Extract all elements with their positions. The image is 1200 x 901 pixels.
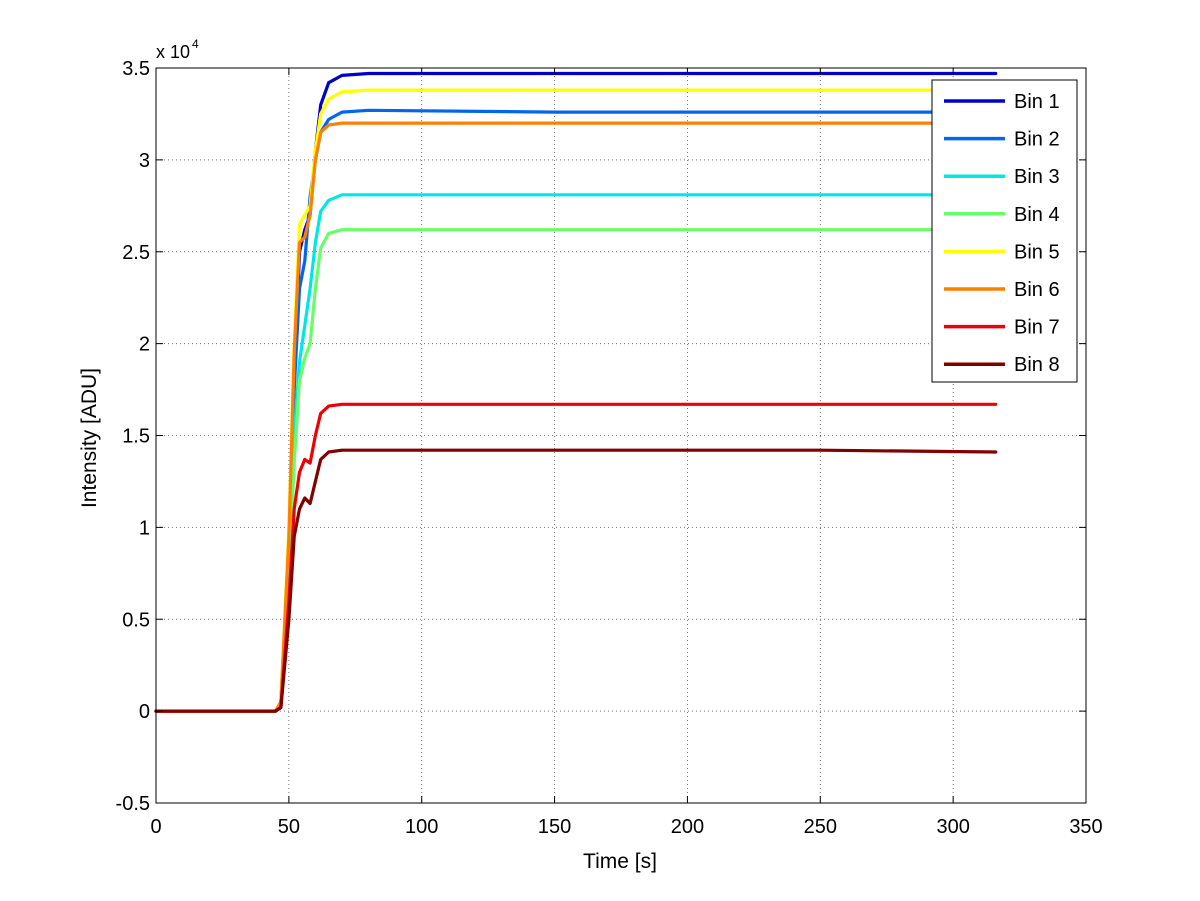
y-axis-multiplier: x 10 4 xyxy=(156,37,199,62)
y-tick-label: 1.5 xyxy=(122,426,150,448)
x-tick-label: 150 xyxy=(538,816,571,838)
grid xyxy=(156,68,1086,803)
x-tick-label: 350 xyxy=(1069,816,1102,838)
y-tick-label: 3 xyxy=(139,150,150,172)
y-axis-multiplier-exponent: 4 xyxy=(192,37,199,51)
x-tick-label: 300 xyxy=(936,816,969,838)
y-tick-label: 0 xyxy=(139,701,150,723)
x-tick-label: 0 xyxy=(150,816,161,838)
y-tick-label: 0.5 xyxy=(122,609,150,631)
legend-box xyxy=(931,79,1078,383)
legend-label-bin-4: Bin 4 xyxy=(1014,204,1060,226)
x-tick-label: 250 xyxy=(804,816,837,838)
y-tick-label: 2.5 xyxy=(122,242,150,264)
legend: Bin 1 Bin 2 Bin 3 Bin 4 Bin 5 Bin 6 Bin 7 Bin 8 xyxy=(931,79,1078,383)
legend-label-bin-7: Bin 7 xyxy=(1014,317,1060,339)
legend-label-bin-6: Bin 6 xyxy=(1014,279,1060,301)
series-line-bin-6 xyxy=(154,121,998,713)
axis-ticks xyxy=(155,67,1087,804)
y-tick-label: -0.5 xyxy=(116,793,150,815)
x-tick-labels: 0 50 100 150 200 250 300 350 xyxy=(150,816,1102,838)
x-tick-label: 50 xyxy=(278,816,300,838)
x-axis-title: Time [s] xyxy=(583,850,657,873)
series-lines xyxy=(154,71,998,713)
legend-items: Bin 1 Bin 2 Bin 3 Bin 4 Bin 5 Bin 6 Bin 7 Bin 8 xyxy=(944,91,1060,376)
series-line-bin-8 xyxy=(154,448,998,713)
legend-label-bin-1: Bin 1 xyxy=(1014,91,1060,113)
legend-label-bin-5: Bin 5 xyxy=(1014,241,1060,263)
legend-label-bin-2: Bin 2 xyxy=(1014,129,1060,151)
y-axis-title: Intensity [ADU] xyxy=(78,368,101,508)
x-tick-label: 200 xyxy=(671,816,704,838)
y-tick-labels: -0.5 0 0.5 1 1.5 2 2.5 3 3.5 xyxy=(116,58,150,815)
y-tick-label: 1 xyxy=(139,517,150,539)
legend-label-bin-8: Bin 8 xyxy=(1014,354,1060,376)
y-tick-label: 2 xyxy=(139,334,150,356)
x-tick-label: 100 xyxy=(405,816,438,838)
legend-label-bin-3: Bin 3 xyxy=(1014,166,1060,188)
y-tick-label: 3.5 xyxy=(122,58,150,80)
